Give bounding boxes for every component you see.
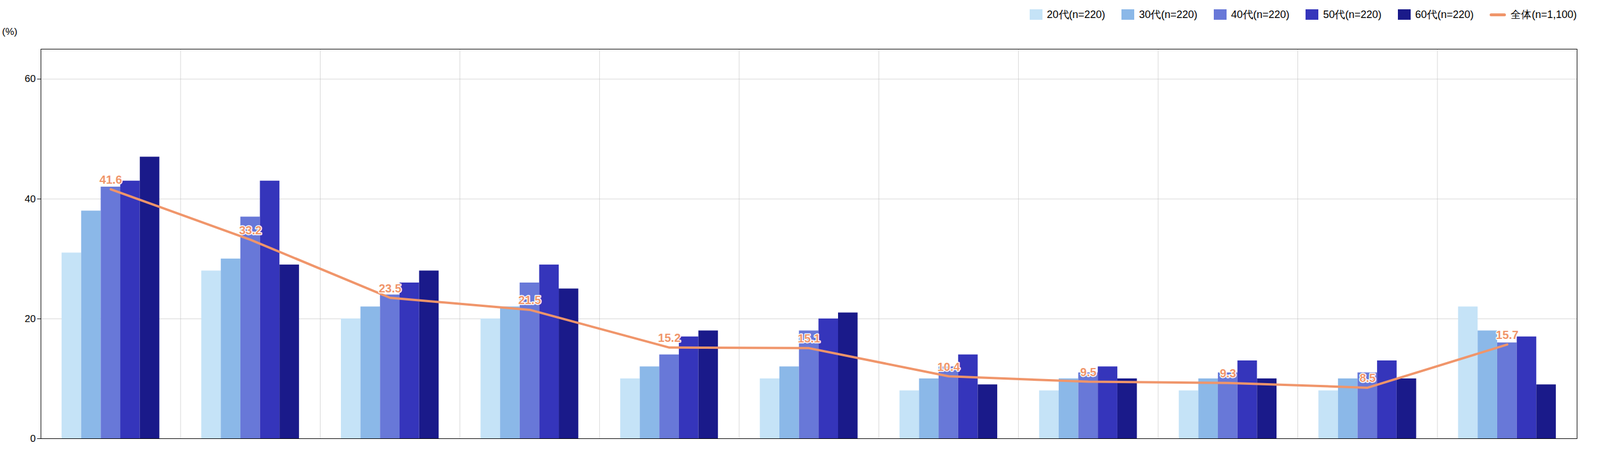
html-text:全体(n=1,100): 全体(n=1,100) [1510,8,1577,21]
svg-text:9.3: 9.3 [1219,366,1236,380]
svg-text:33.2: 33.2 [239,223,262,237]
svg-text:9.5: 9.5 [1080,365,1097,379]
svg-text:23.5: 23.5 [378,281,402,295]
svg-text:0: 0 [30,432,36,444]
svg-text:10.4: 10.4 [937,360,961,373]
svg-text:(%): (%) [2,26,18,38]
html-text:30代(n=220): 30代(n=220) [1138,8,1198,21]
html-text:50代(n=220): 50代(n=220) [1323,8,1382,21]
svg-text:15.1: 15.1 [797,331,821,345]
html-text:40代(n=220): 40代(n=220) [1231,8,1290,21]
svg-text:15.7: 15.7 [1496,328,1519,341]
svg-text:8.5: 8.5 [1359,371,1376,384]
svg-text:60: 60 [24,73,37,85]
svg-text:21.5: 21.5 [518,293,542,307]
svg-text:40: 40 [24,193,37,205]
html-text:20代(n=220): 20代(n=220) [1046,8,1106,21]
svg-text:15.2: 15.2 [658,331,681,344]
html-text:60代(n=220): 60代(n=220) [1415,8,1474,21]
svg-text:41.6: 41.6 [99,173,122,186]
svg-text:20: 20 [24,313,37,325]
